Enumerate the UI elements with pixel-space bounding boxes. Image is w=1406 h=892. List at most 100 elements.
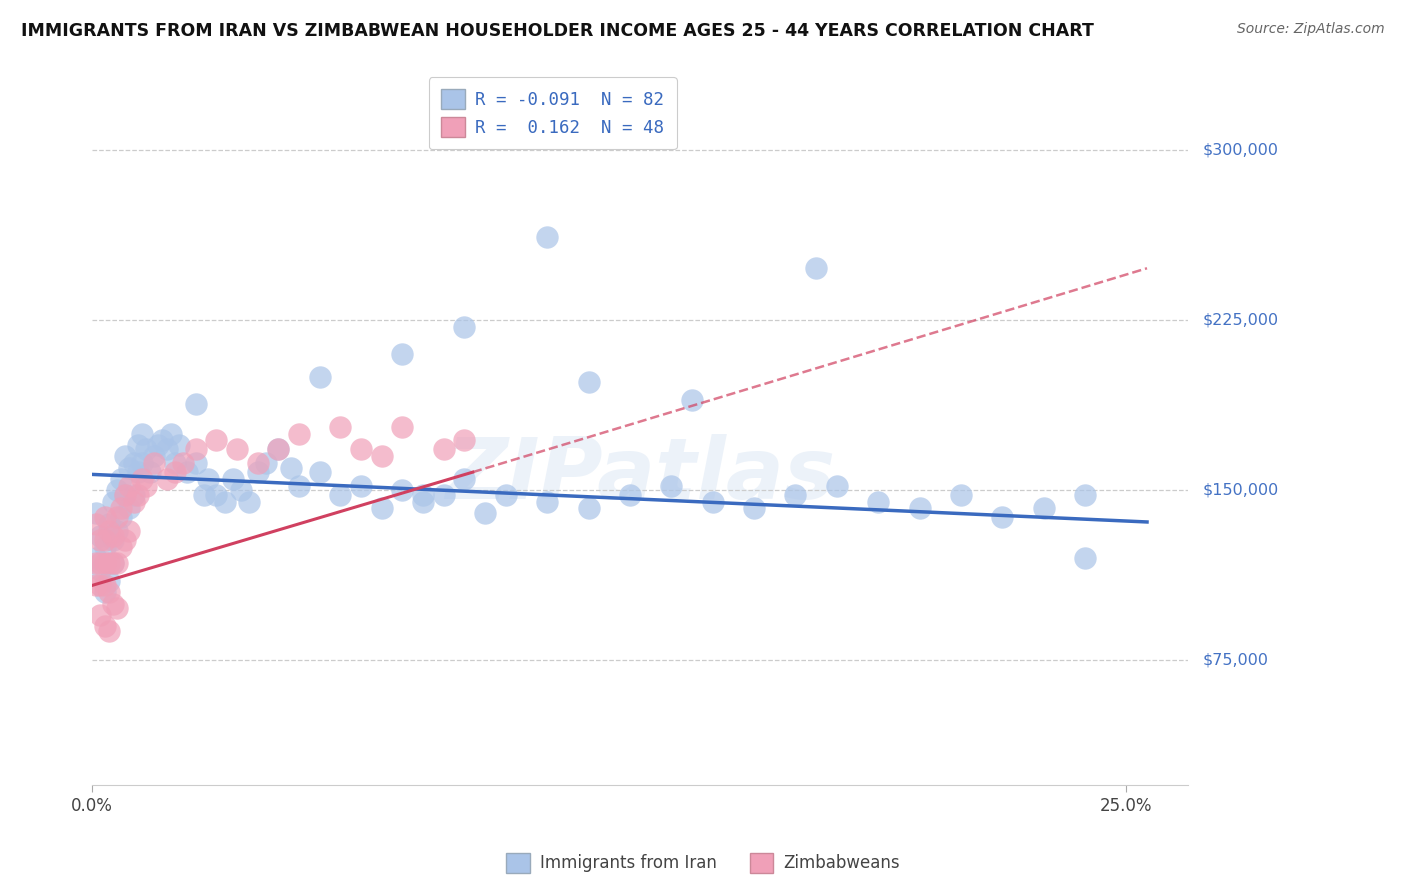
Point bbox=[127, 438, 149, 452]
Point bbox=[288, 479, 311, 493]
Point bbox=[184, 397, 207, 411]
Point bbox=[167, 438, 190, 452]
Point bbox=[214, 494, 236, 508]
Point bbox=[742, 501, 765, 516]
Point bbox=[163, 465, 186, 479]
Point bbox=[197, 472, 219, 486]
Point bbox=[93, 510, 115, 524]
Point bbox=[659, 479, 682, 493]
Text: Source: ZipAtlas.com: Source: ZipAtlas.com bbox=[1237, 22, 1385, 37]
Point bbox=[222, 472, 245, 486]
Point bbox=[86, 556, 108, 570]
Point bbox=[1074, 551, 1097, 566]
Point bbox=[97, 517, 120, 532]
Point bbox=[148, 438, 170, 452]
Point bbox=[785, 488, 807, 502]
Point bbox=[110, 501, 132, 516]
Point bbox=[89, 563, 111, 577]
Point bbox=[172, 456, 194, 470]
Point bbox=[184, 442, 207, 457]
Point bbox=[89, 578, 111, 592]
Point bbox=[329, 420, 352, 434]
Point bbox=[329, 488, 352, 502]
Point bbox=[350, 479, 373, 493]
Point bbox=[93, 578, 115, 592]
Point bbox=[105, 601, 128, 615]
Point bbox=[205, 488, 228, 502]
Point bbox=[238, 494, 260, 508]
Point bbox=[131, 456, 153, 470]
Point bbox=[97, 624, 120, 638]
Point bbox=[474, 506, 496, 520]
Point bbox=[122, 456, 145, 470]
Point bbox=[89, 533, 111, 547]
Legend: R = -0.091  N = 82, R =  0.162  N = 48: R = -0.091 N = 82, R = 0.162 N = 48 bbox=[429, 77, 676, 149]
Point bbox=[131, 472, 153, 486]
Point bbox=[536, 494, 558, 508]
Point bbox=[86, 506, 108, 520]
Point bbox=[246, 456, 269, 470]
Point bbox=[118, 460, 141, 475]
Point bbox=[495, 488, 517, 502]
Point bbox=[101, 528, 124, 542]
Point bbox=[93, 585, 115, 599]
Point bbox=[908, 501, 931, 516]
Point bbox=[143, 450, 166, 464]
Point bbox=[86, 578, 108, 592]
Point bbox=[114, 533, 136, 547]
Point bbox=[453, 472, 475, 486]
Point bbox=[1074, 488, 1097, 502]
Point bbox=[578, 501, 600, 516]
Point bbox=[825, 479, 848, 493]
Point bbox=[122, 488, 145, 502]
Point bbox=[127, 488, 149, 502]
Point bbox=[308, 370, 330, 384]
Point bbox=[868, 494, 890, 508]
Point bbox=[246, 465, 269, 479]
Point bbox=[267, 442, 290, 457]
Point bbox=[308, 465, 330, 479]
Point bbox=[205, 434, 228, 448]
Point bbox=[280, 460, 302, 475]
Point bbox=[97, 524, 120, 538]
Point bbox=[89, 556, 111, 570]
Point bbox=[122, 494, 145, 508]
Point bbox=[143, 456, 166, 470]
Point bbox=[412, 488, 434, 502]
Point bbox=[152, 434, 174, 448]
Point bbox=[93, 533, 115, 547]
Point bbox=[135, 479, 157, 493]
Point bbox=[118, 501, 141, 516]
Point bbox=[229, 483, 252, 498]
Point bbox=[110, 510, 132, 524]
Point bbox=[93, 540, 115, 554]
Point bbox=[105, 556, 128, 570]
Point bbox=[433, 442, 456, 457]
Point bbox=[176, 465, 198, 479]
Point bbox=[991, 510, 1014, 524]
Point bbox=[105, 483, 128, 498]
Point bbox=[101, 494, 124, 508]
Point bbox=[86, 517, 108, 532]
Point bbox=[391, 420, 413, 434]
Text: $150,000: $150,000 bbox=[1202, 483, 1278, 498]
Point bbox=[127, 465, 149, 479]
Point bbox=[93, 556, 115, 570]
Point bbox=[114, 488, 136, 502]
Point bbox=[226, 442, 249, 457]
Point bbox=[156, 442, 179, 457]
Point bbox=[193, 488, 215, 502]
Point bbox=[371, 450, 394, 464]
Point bbox=[114, 488, 136, 502]
Point bbox=[105, 524, 128, 538]
Point bbox=[391, 483, 413, 498]
Point bbox=[89, 528, 111, 542]
Point bbox=[86, 551, 108, 566]
Point bbox=[681, 392, 703, 407]
Point bbox=[433, 488, 456, 502]
Point bbox=[371, 501, 394, 516]
Point bbox=[1032, 501, 1054, 516]
Point bbox=[702, 494, 724, 508]
Point bbox=[101, 556, 124, 570]
Point bbox=[89, 607, 111, 622]
